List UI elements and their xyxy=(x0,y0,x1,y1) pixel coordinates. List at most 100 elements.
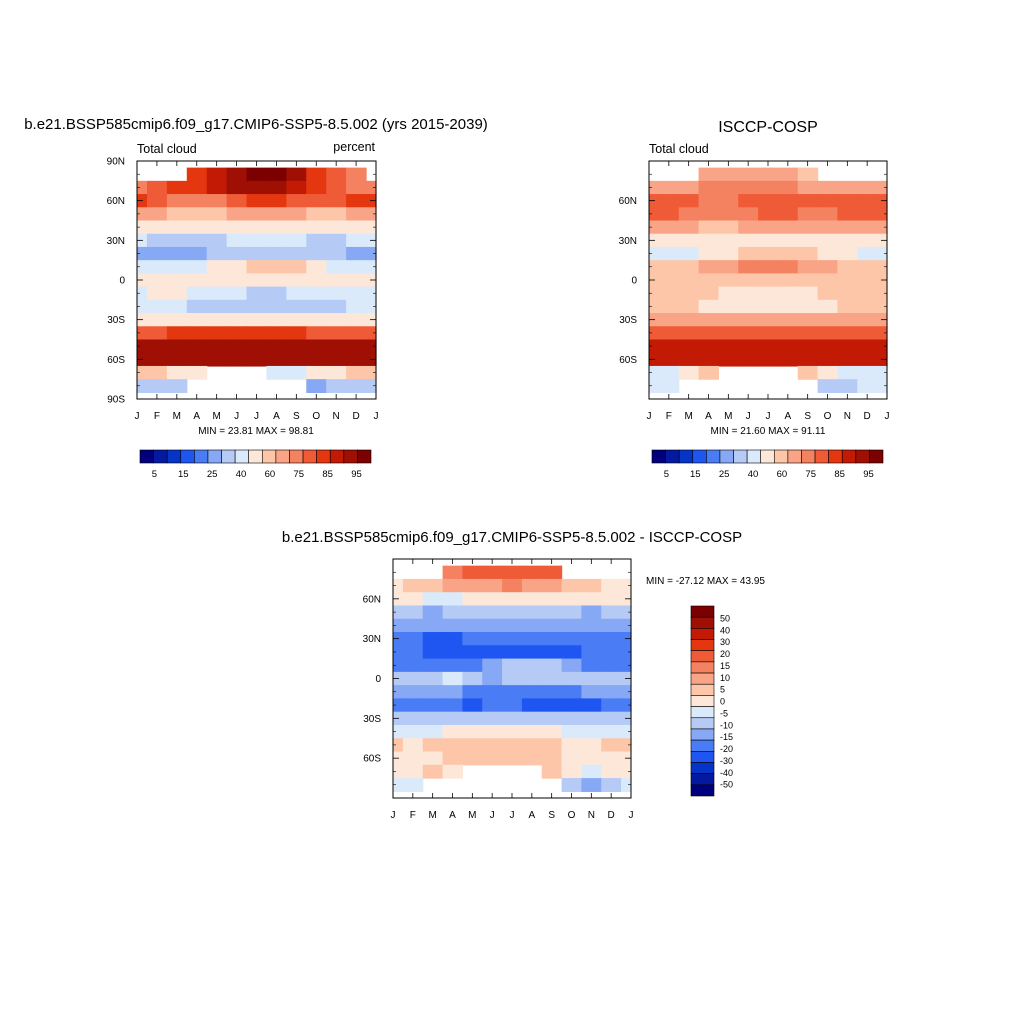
heat-cell xyxy=(326,326,347,341)
heat-cell xyxy=(186,207,208,222)
heat-cell xyxy=(698,167,720,182)
heat-cell xyxy=(581,711,602,726)
heat-cell xyxy=(738,326,759,341)
heat-cell xyxy=(649,220,660,235)
heat-cell xyxy=(366,180,377,195)
heat-cell xyxy=(206,180,228,195)
heat-cell xyxy=(817,220,839,235)
heat-cell xyxy=(393,764,404,779)
heat-cell xyxy=(797,260,819,274)
heat-cell xyxy=(658,194,680,208)
heat-cell xyxy=(541,764,563,779)
y-tick-label: 60S xyxy=(619,355,637,366)
colorbar-swatch xyxy=(690,650,715,663)
heat-cell xyxy=(442,751,464,766)
heat-cell xyxy=(146,379,168,393)
heat-cell xyxy=(393,738,404,753)
panel-model-title: b.e21.BSSP585cmip6.f09_g17.CMIP6-SSP5-8.… xyxy=(24,116,488,133)
heat-cell xyxy=(326,180,347,195)
heat-cell xyxy=(462,605,483,620)
panel-obs-plot: J F M A M J J A S O N D J 60N 30N 0 30S 60S xyxy=(619,160,890,422)
heat-cell xyxy=(306,313,327,327)
heat-cell xyxy=(561,764,583,779)
heat-cell xyxy=(581,738,602,753)
heat-cell xyxy=(326,220,347,235)
colorbar-swatch xyxy=(651,449,666,464)
heat-cell xyxy=(521,711,543,726)
heat-cell xyxy=(658,286,680,301)
heat-cell xyxy=(601,724,622,739)
heat-cell xyxy=(521,671,543,686)
heat-cell xyxy=(266,233,287,248)
colorbar-swatch xyxy=(665,449,680,464)
heat-cell xyxy=(521,698,543,713)
colorbar-label: 95 xyxy=(351,469,362,480)
y-tick-label: 30S xyxy=(363,714,381,725)
heat-cell xyxy=(561,592,583,607)
heat-cell xyxy=(346,167,367,182)
heat-cell xyxy=(738,220,759,235)
heat-cell xyxy=(146,233,168,248)
colorbar-swatch xyxy=(690,762,715,774)
x-tick-label: A xyxy=(705,411,712,422)
colorbar-swatch xyxy=(690,616,715,629)
heat-cell xyxy=(718,286,739,301)
heat-cell xyxy=(837,379,858,393)
heat-cell xyxy=(649,260,660,274)
heat-cell xyxy=(621,578,632,593)
heat-cell xyxy=(621,698,632,713)
heat-cell xyxy=(346,326,367,341)
heat-cell xyxy=(658,260,680,274)
heat-cell xyxy=(366,326,377,341)
heat-cell xyxy=(521,592,543,607)
heat-cell xyxy=(698,339,720,354)
heat-cell xyxy=(678,313,700,327)
heat-cell xyxy=(137,286,148,301)
heat-cell xyxy=(166,379,188,393)
heat-cell xyxy=(462,565,483,580)
x-tick-label: A xyxy=(528,810,535,821)
heat-cell xyxy=(393,618,404,633)
heat-cell xyxy=(442,618,464,633)
heat-cell xyxy=(402,764,424,779)
heat-cell xyxy=(581,724,602,739)
heat-cell xyxy=(286,260,307,274)
colorbar-swatch xyxy=(869,449,884,464)
heat-cell xyxy=(306,339,327,354)
heat-cell xyxy=(718,313,739,327)
heat-cell xyxy=(837,207,858,222)
heat-cell xyxy=(541,565,563,580)
heat-cell xyxy=(817,273,839,288)
heat-cell xyxy=(266,286,287,301)
heat-cell xyxy=(658,233,680,248)
colorbar-label: 15 xyxy=(178,469,189,480)
heat-cell xyxy=(186,273,208,288)
heat-cell xyxy=(561,658,583,673)
heat-cell xyxy=(877,220,888,235)
heat-cell xyxy=(206,273,228,288)
heat-cell xyxy=(166,194,188,208)
panel-model-colorbar: 5 15 25 40 60 75 85 95 xyxy=(139,449,372,480)
heat-cell xyxy=(797,286,819,301)
colorbar-swatch xyxy=(690,717,715,730)
colorbar-swatch xyxy=(690,706,715,719)
heat-cell xyxy=(146,260,168,274)
heat-cell xyxy=(561,738,583,753)
heat-cell xyxy=(306,299,327,314)
heat-cell xyxy=(502,738,523,753)
colorbar-swatch xyxy=(855,449,870,464)
heat-cell xyxy=(393,645,404,660)
heat-cell xyxy=(797,220,819,235)
heat-cell xyxy=(877,207,888,222)
heat-cell xyxy=(698,286,720,301)
heat-cell xyxy=(857,180,878,195)
colorbar-swatch xyxy=(690,739,715,752)
heat-cell xyxy=(581,618,602,633)
heat-cell xyxy=(166,313,188,327)
heat-cell xyxy=(877,246,888,261)
heat-cell xyxy=(698,194,720,208)
heat-cell xyxy=(502,592,523,607)
heat-cell xyxy=(402,632,424,646)
heat-cell xyxy=(561,618,583,633)
